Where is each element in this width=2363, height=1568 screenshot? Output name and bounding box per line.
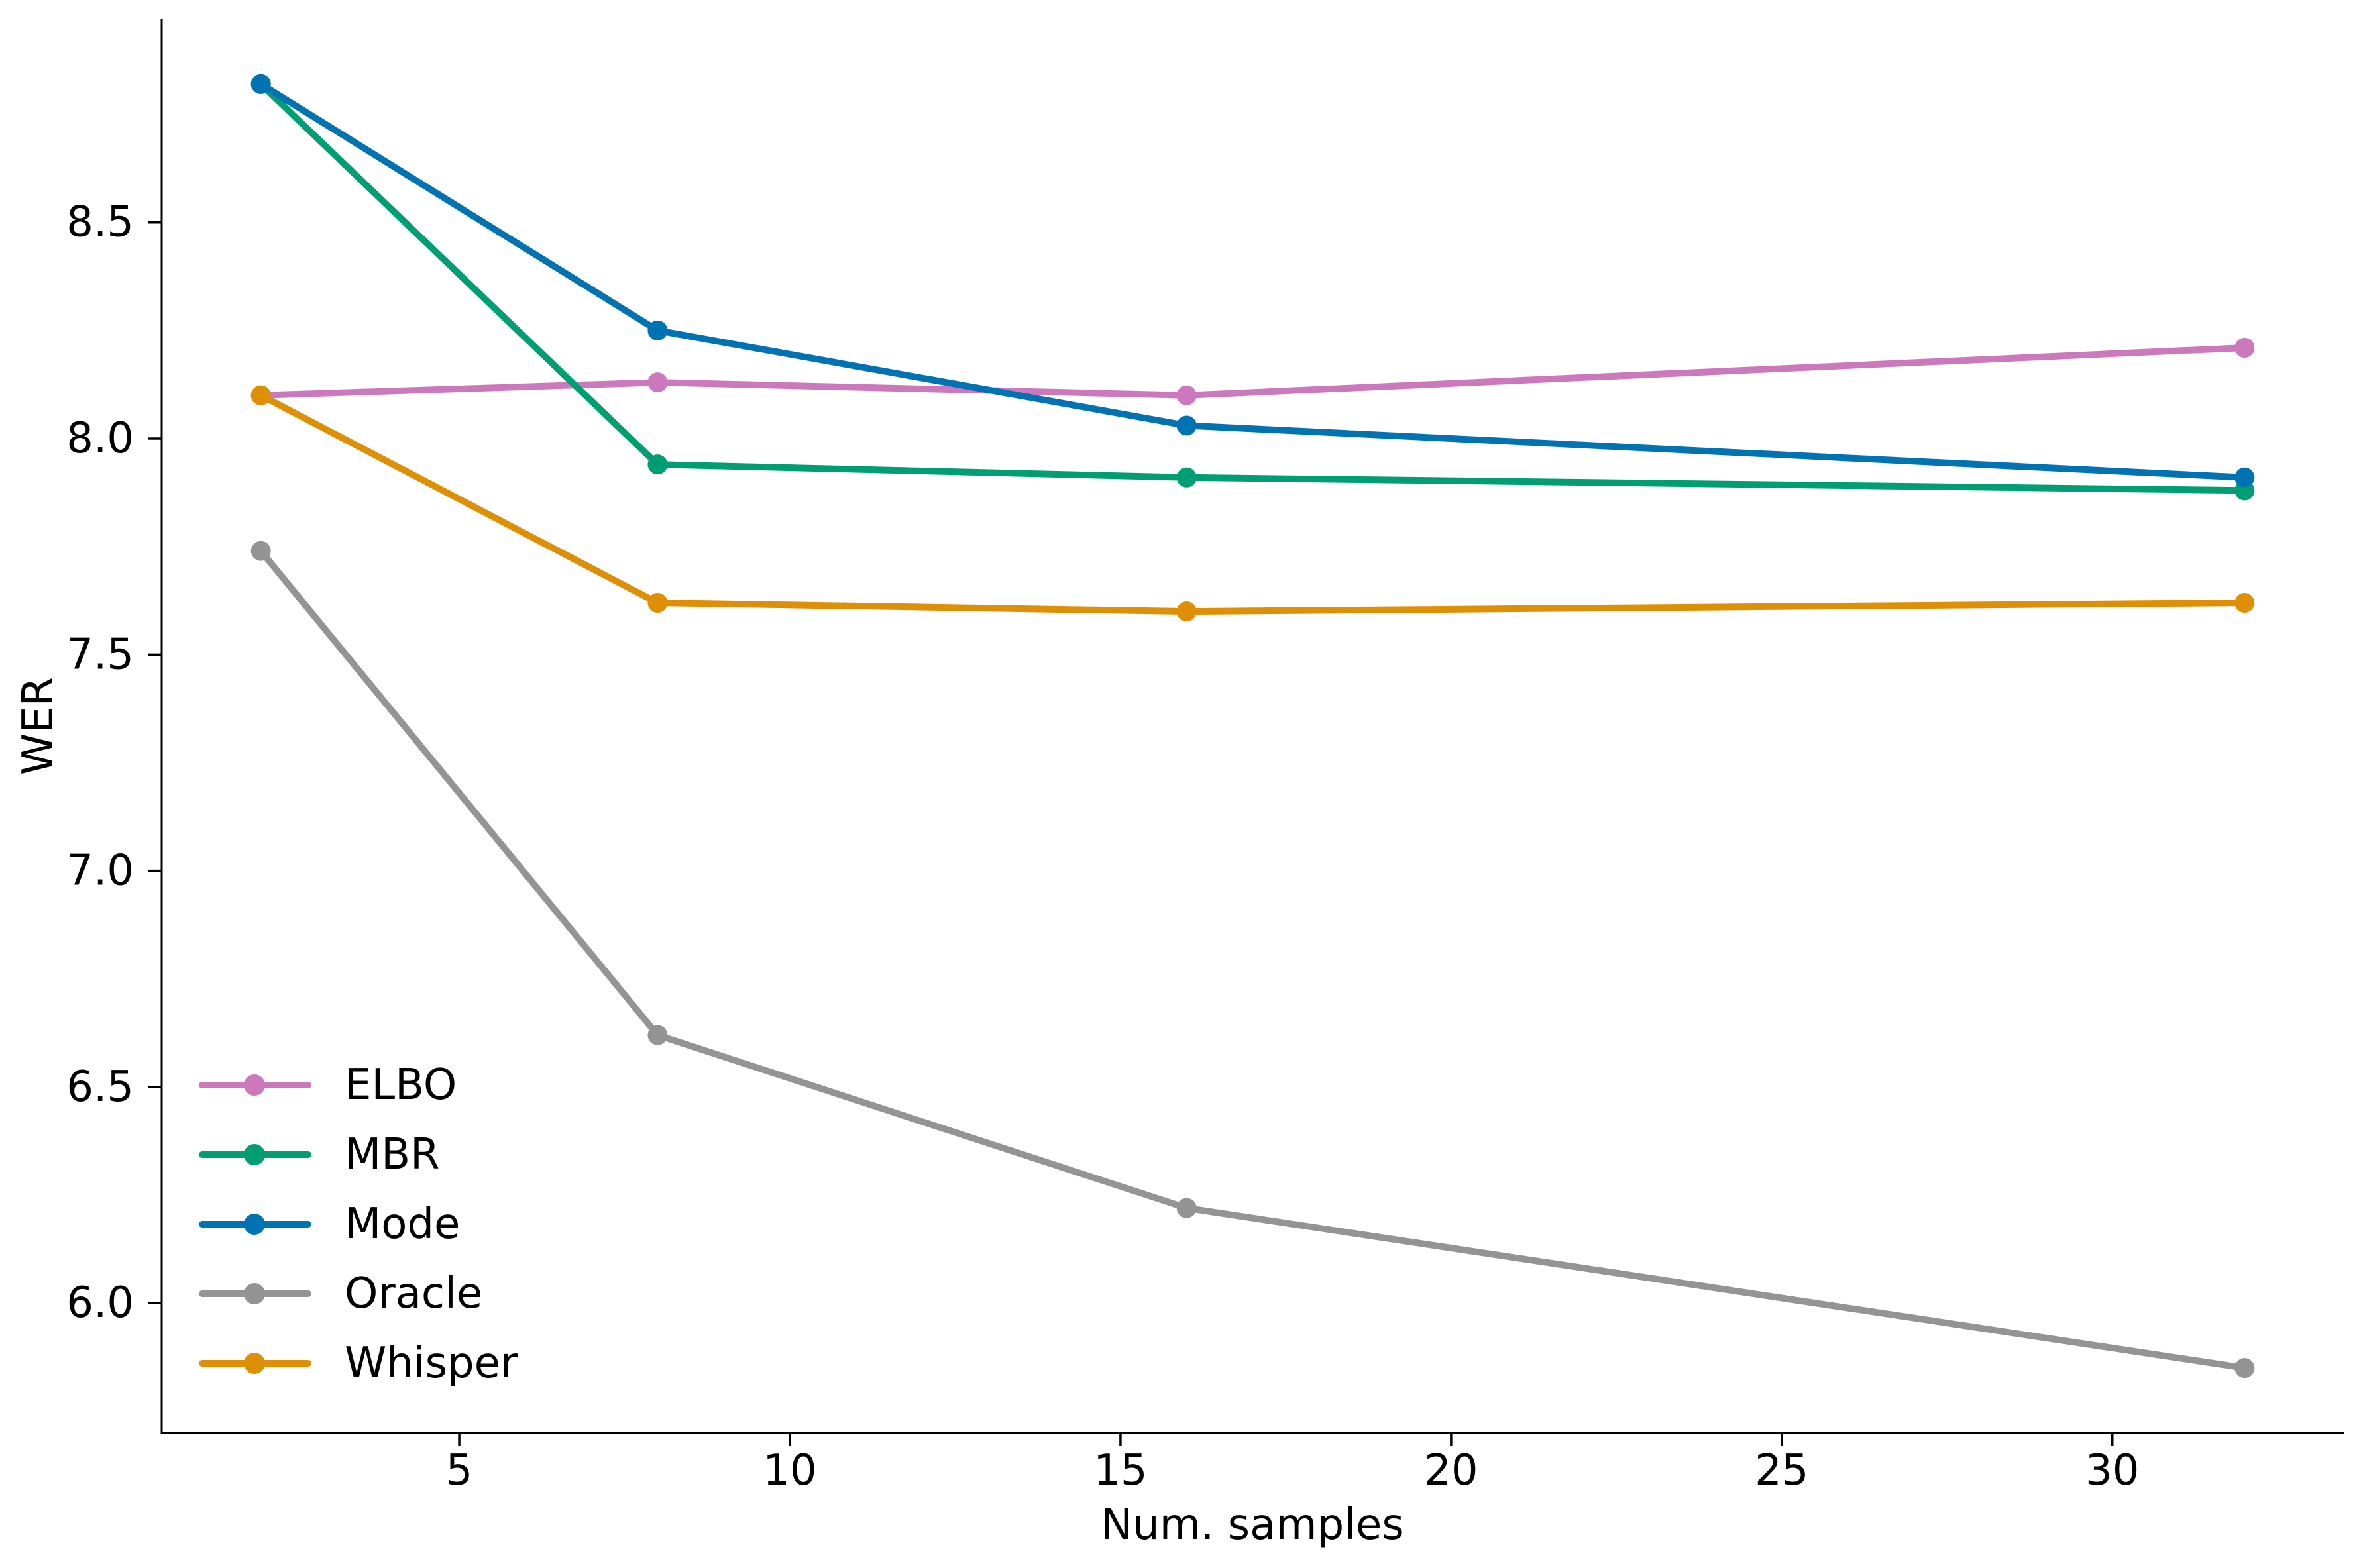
series-line-whisper <box>257 392 2248 615</box>
legend-label: MBR <box>345 1129 440 1179</box>
x-tick-label: 15 <box>1093 1446 1147 1495</box>
series-point-oracle <box>250 541 271 561</box>
series-point-mode <box>647 320 668 340</box>
series-line-mode <box>257 80 2248 481</box>
series-point-whisper <box>1176 601 1197 622</box>
legend-label: ELBO <box>345 1060 457 1110</box>
legend-label: Oracle <box>345 1269 483 1318</box>
mbr-line-marker-icon <box>199 1143 311 1166</box>
series-layer <box>250 74 2255 1379</box>
legend: ELBO MBR Mode Oracle Whisper <box>199 1050 518 1398</box>
series-point-mode <box>1176 415 1197 436</box>
whisper-line-marker-icon <box>199 1352 311 1375</box>
series-point-mode <box>2234 467 2255 488</box>
legend-label: Mode <box>345 1199 461 1249</box>
y-tick-label: 8.5 <box>66 198 134 247</box>
series-point-elbo <box>647 372 668 393</box>
series-line-oracle <box>257 547 2248 1372</box>
series-point-oracle <box>647 1025 668 1045</box>
series-point-oracle <box>1176 1198 1197 1218</box>
y-tick-label: 8.0 <box>66 414 134 463</box>
x-axis-label: Num. samples <box>1101 1500 1404 1549</box>
mode-line-marker-icon <box>199 1213 311 1235</box>
series-point-whisper <box>647 593 668 613</box>
legend-item-mbr: MBR <box>199 1120 518 1189</box>
legend-label: Whisper <box>345 1338 518 1388</box>
x-tick-label: 25 <box>1755 1446 1808 1495</box>
series-point-elbo <box>2234 337 2255 358</box>
y-axis-label: WER <box>14 677 63 775</box>
x-tick-label: 5 <box>446 1446 473 1495</box>
legend-item-mode: Mode <box>199 1189 518 1259</box>
y-tick-label: 7.0 <box>66 847 134 896</box>
series-point-mode <box>250 74 271 94</box>
series-line-elbo <box>257 344 2248 399</box>
series-line-mbr <box>257 80 2248 494</box>
legend-item-whisper: Whisper <box>199 1328 518 1398</box>
series-point-elbo <box>1176 385 1197 405</box>
series-point-mbr <box>647 454 668 475</box>
legend-item-oracle: Oracle <box>199 1259 518 1328</box>
y-tick-label: 6.0 <box>66 1279 134 1328</box>
legend-item-elbo: ELBO <box>199 1050 518 1120</box>
series-point-whisper <box>2234 593 2255 613</box>
y-tick-label: 7.5 <box>66 630 134 679</box>
x-tick-label: 10 <box>763 1446 816 1495</box>
y-tick-label: 6.5 <box>66 1063 134 1112</box>
x-tick-label: 20 <box>1424 1446 1478 1495</box>
axes-layer: 5 10 15 20 25 30 6.0 6.5 7.0 7.5 8.0 8.5 <box>66 19 2344 1495</box>
series-point-whisper <box>250 385 271 405</box>
series-point-oracle <box>2234 1358 2255 1379</box>
x-tick-label: 30 <box>2085 1446 2139 1495</box>
elbo-line-marker-icon <box>199 1074 311 1096</box>
series-point-mbr <box>1176 467 1197 488</box>
oracle-line-marker-icon <box>199 1282 311 1305</box>
